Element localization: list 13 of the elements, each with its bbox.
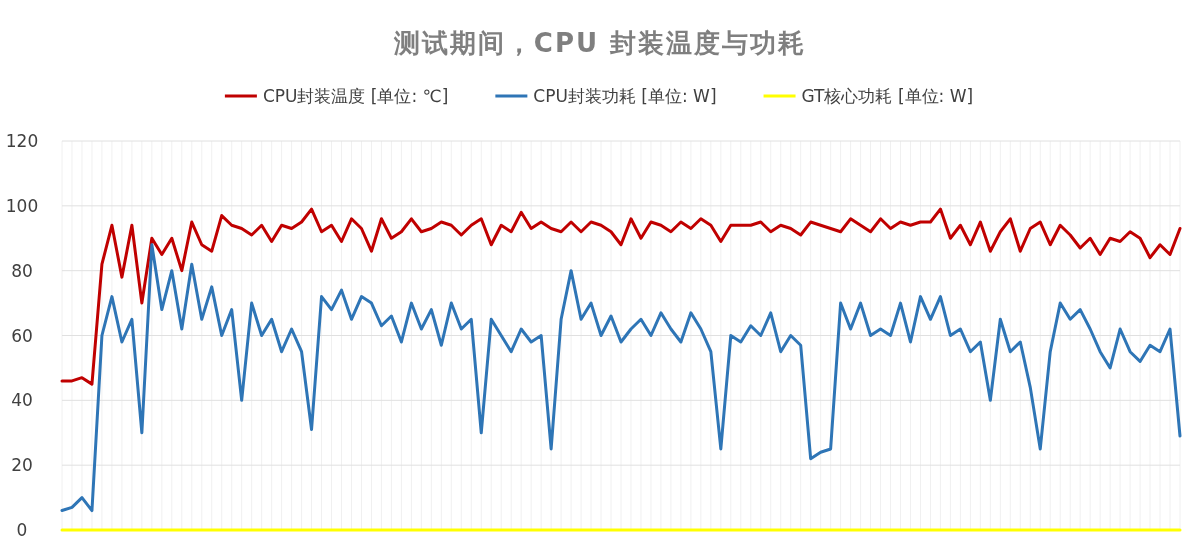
- legend-label: CPU封装温度 [单位: ℃]: [262, 86, 449, 106]
- y-tick-label: 60: [11, 325, 33, 346]
- legend-label: CPU封装功耗 [单位: W]: [533, 86, 717, 106]
- y-tick-label: 80: [11, 260, 33, 281]
- y-tick-label: 20: [11, 455, 33, 476]
- y-tick-label: 40: [11, 390, 33, 411]
- y-tick-label: 0: [16, 520, 28, 540]
- y-tick-label: 100: [5, 195, 39, 216]
- legend-label: GT核心功耗 [单位: W]: [801, 86, 974, 106]
- chart-title: 测试期间，CPU 封装温度与功耗: [392, 28, 807, 58]
- line-series: [60, 207, 1182, 386]
- line-series: [60, 243, 1182, 513]
- y-tick-label: 120: [5, 131, 39, 151]
